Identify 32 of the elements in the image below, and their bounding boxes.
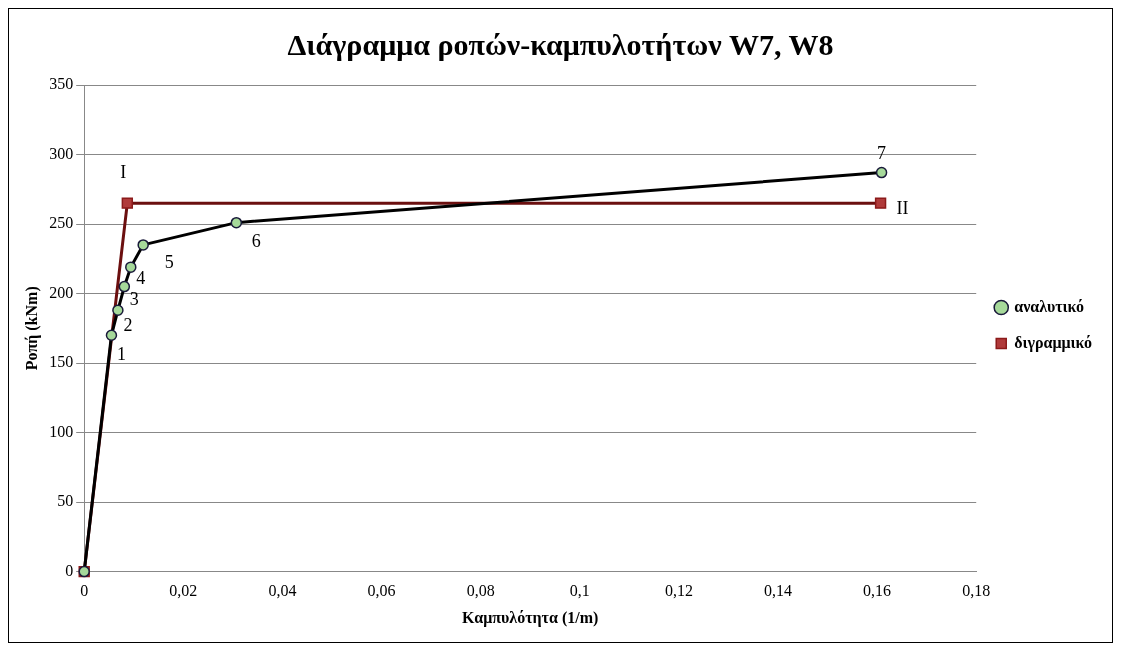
- x-tick-label: 0: [80, 582, 89, 600]
- x-tick-label: 0,02: [169, 582, 198, 600]
- annotation: 1: [116, 343, 126, 364]
- x-tick-label: 0,1: [569, 582, 590, 600]
- x-tick-label: 0,06: [367, 582, 396, 600]
- annotation: 7: [877, 143, 887, 164]
- y-axis-title: Ροπή (kNm): [22, 286, 41, 371]
- y-tick-label: 200: [49, 283, 74, 301]
- legend-label: αναλυτικό: [1014, 297, 1084, 315]
- annotation: II: [896, 197, 909, 218]
- x-tick-label: 0,18: [962, 582, 991, 600]
- y-tick-label: 350: [49, 75, 74, 93]
- annotation: 6: [251, 231, 261, 252]
- x-tick-label: 0,08: [466, 582, 495, 600]
- x-tick-label: 0,16: [863, 582, 892, 600]
- y-tick-label: 150: [49, 353, 74, 371]
- legend-label: διγραμμικό: [1014, 333, 1092, 352]
- y-tick-label: 300: [49, 144, 74, 162]
- x-tick-label: 0,04: [268, 582, 297, 600]
- x-tick-label: 0,14: [764, 582, 792, 600]
- annotation: 3: [129, 289, 139, 310]
- x-axis-title: Καμπυλότητα (1/m): [462, 608, 599, 627]
- chart-title: Διάγραμμα ροπών-καμπυλοτήτων W7, W8: [287, 27, 834, 61]
- annotation: 2: [123, 314, 133, 335]
- x-tick-label: 0,12: [664, 582, 693, 600]
- y-tick-label: 50: [57, 492, 74, 510]
- annotation: I: [120, 161, 127, 182]
- y-tick-label: 100: [49, 422, 74, 440]
- y-tick-label: 250: [49, 214, 74, 232]
- annotation: 5: [164, 251, 174, 272]
- y-tick-label: 0: [65, 561, 74, 579]
- annotation: 4: [136, 267, 146, 288]
